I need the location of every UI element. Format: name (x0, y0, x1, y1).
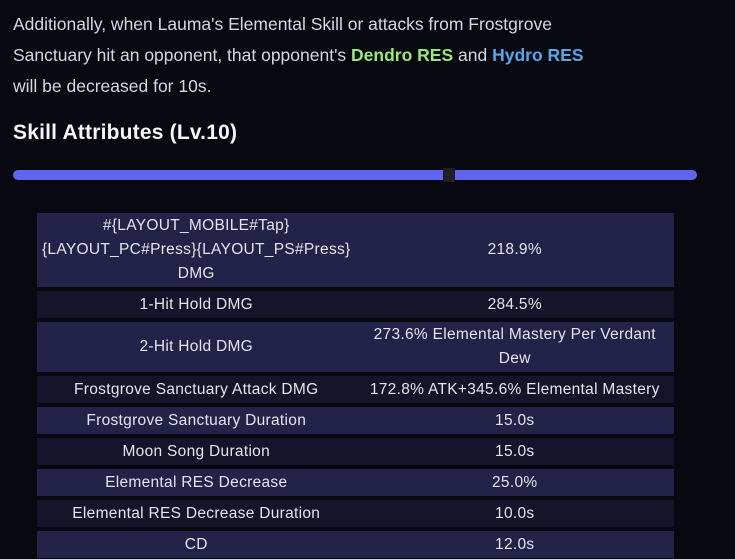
description-line: will be decreased for 10s. (13, 71, 735, 102)
attribute-value-cell: 12.0s (495, 535, 535, 553)
attribute-label-cell: Elemental RES Decrease (105, 473, 288, 491)
attribute-row: Frostgrove Sanctuary Duration 15.0s (37, 407, 674, 434)
attribute-label-cell: Frostgrove Sanctuary Attack DMG (74, 380, 319, 398)
attribute-row: Elemental RES Decrease 25.0% (37, 469, 674, 496)
attribute-row: 2-Hit Hold DMG 273.6% Elemental Mastery … (37, 322, 674, 372)
attribute-value-cell: 273.6% Elemental Mastery Per Verdant Dew (373, 326, 656, 367)
dendro-res-text: Dendro RES (351, 45, 454, 65)
description-text: and (453, 45, 493, 65)
description-text: Additionally, when Lauma's Elemental Ski… (13, 14, 552, 34)
attribute-label-cell: Moon Song Duration (122, 442, 271, 460)
hydro-res-text: Hydro RES (492, 45, 584, 65)
skill-description: Additionally, when Lauma's Elemental Ski… (0, 0, 735, 102)
description-text: Sanctuary hit an opponent, that opponent… (13, 45, 352, 65)
attribute-value-cell: 25.0% (492, 473, 538, 491)
attribute-row: #{LAYOUT_MOBILE#Tap} {LAYOUT_PC#Press}{L… (37, 213, 674, 287)
description-text: will be decreased for 10s. (13, 76, 212, 96)
level-slider-handle[interactable] (442, 168, 455, 182)
attribute-value-cell: 15.0s (495, 411, 535, 429)
level-slider[interactable] (13, 168, 697, 182)
attribute-row: Frostgrove Sanctuary Attack DMG 172.8% A… (37, 376, 674, 403)
attribute-row: Elemental RES Decrease Duration 10.0s (37, 500, 674, 527)
attribute-row: CD 12.0s (37, 531, 674, 558)
attribute-label-cell: 2-Hit Hold DMG (139, 338, 254, 355)
description-line: Additionally, when Lauma's Elemental Ski… (13, 9, 735, 40)
skill-attributes-table: #{LAYOUT_MOBILE#Tap} {LAYOUT_PC#Press}{L… (37, 213, 674, 558)
skill-attributes-heading: Skill Attributes (Lv.10) (13, 121, 238, 144)
level-slider-track[interactable] (13, 170, 697, 180)
attribute-row: 1-Hit Hold DMG 284.5% (37, 291, 674, 318)
attribute-label-cell: CD (184, 535, 208, 553)
attribute-label-cell: Elemental RES Decrease Duration (72, 504, 321, 522)
attribute-value-cell: 172.8% ATK+345.6% Elemental Mastery (369, 380, 660, 398)
attribute-row: Moon Song Duration 15.0s (37, 438, 674, 465)
attribute-value-cell: 218.9% (487, 241, 542, 258)
attribute-label-cell: #{LAYOUT_MOBILE#Tap} {LAYOUT_PC#Press}{L… (41, 217, 351, 282)
attribute-label-cell: Frostgrove Sanctuary Duration (86, 411, 307, 429)
attribute-label-cell: 1-Hit Hold DMG (139, 295, 254, 313)
attribute-value-cell: 15.0s (495, 442, 535, 460)
attribute-value-cell: 284.5% (487, 295, 542, 313)
description-line: Sanctuary hit an opponent, that opponent… (13, 40, 735, 71)
attribute-value-cell: 10.0s (495, 504, 535, 522)
